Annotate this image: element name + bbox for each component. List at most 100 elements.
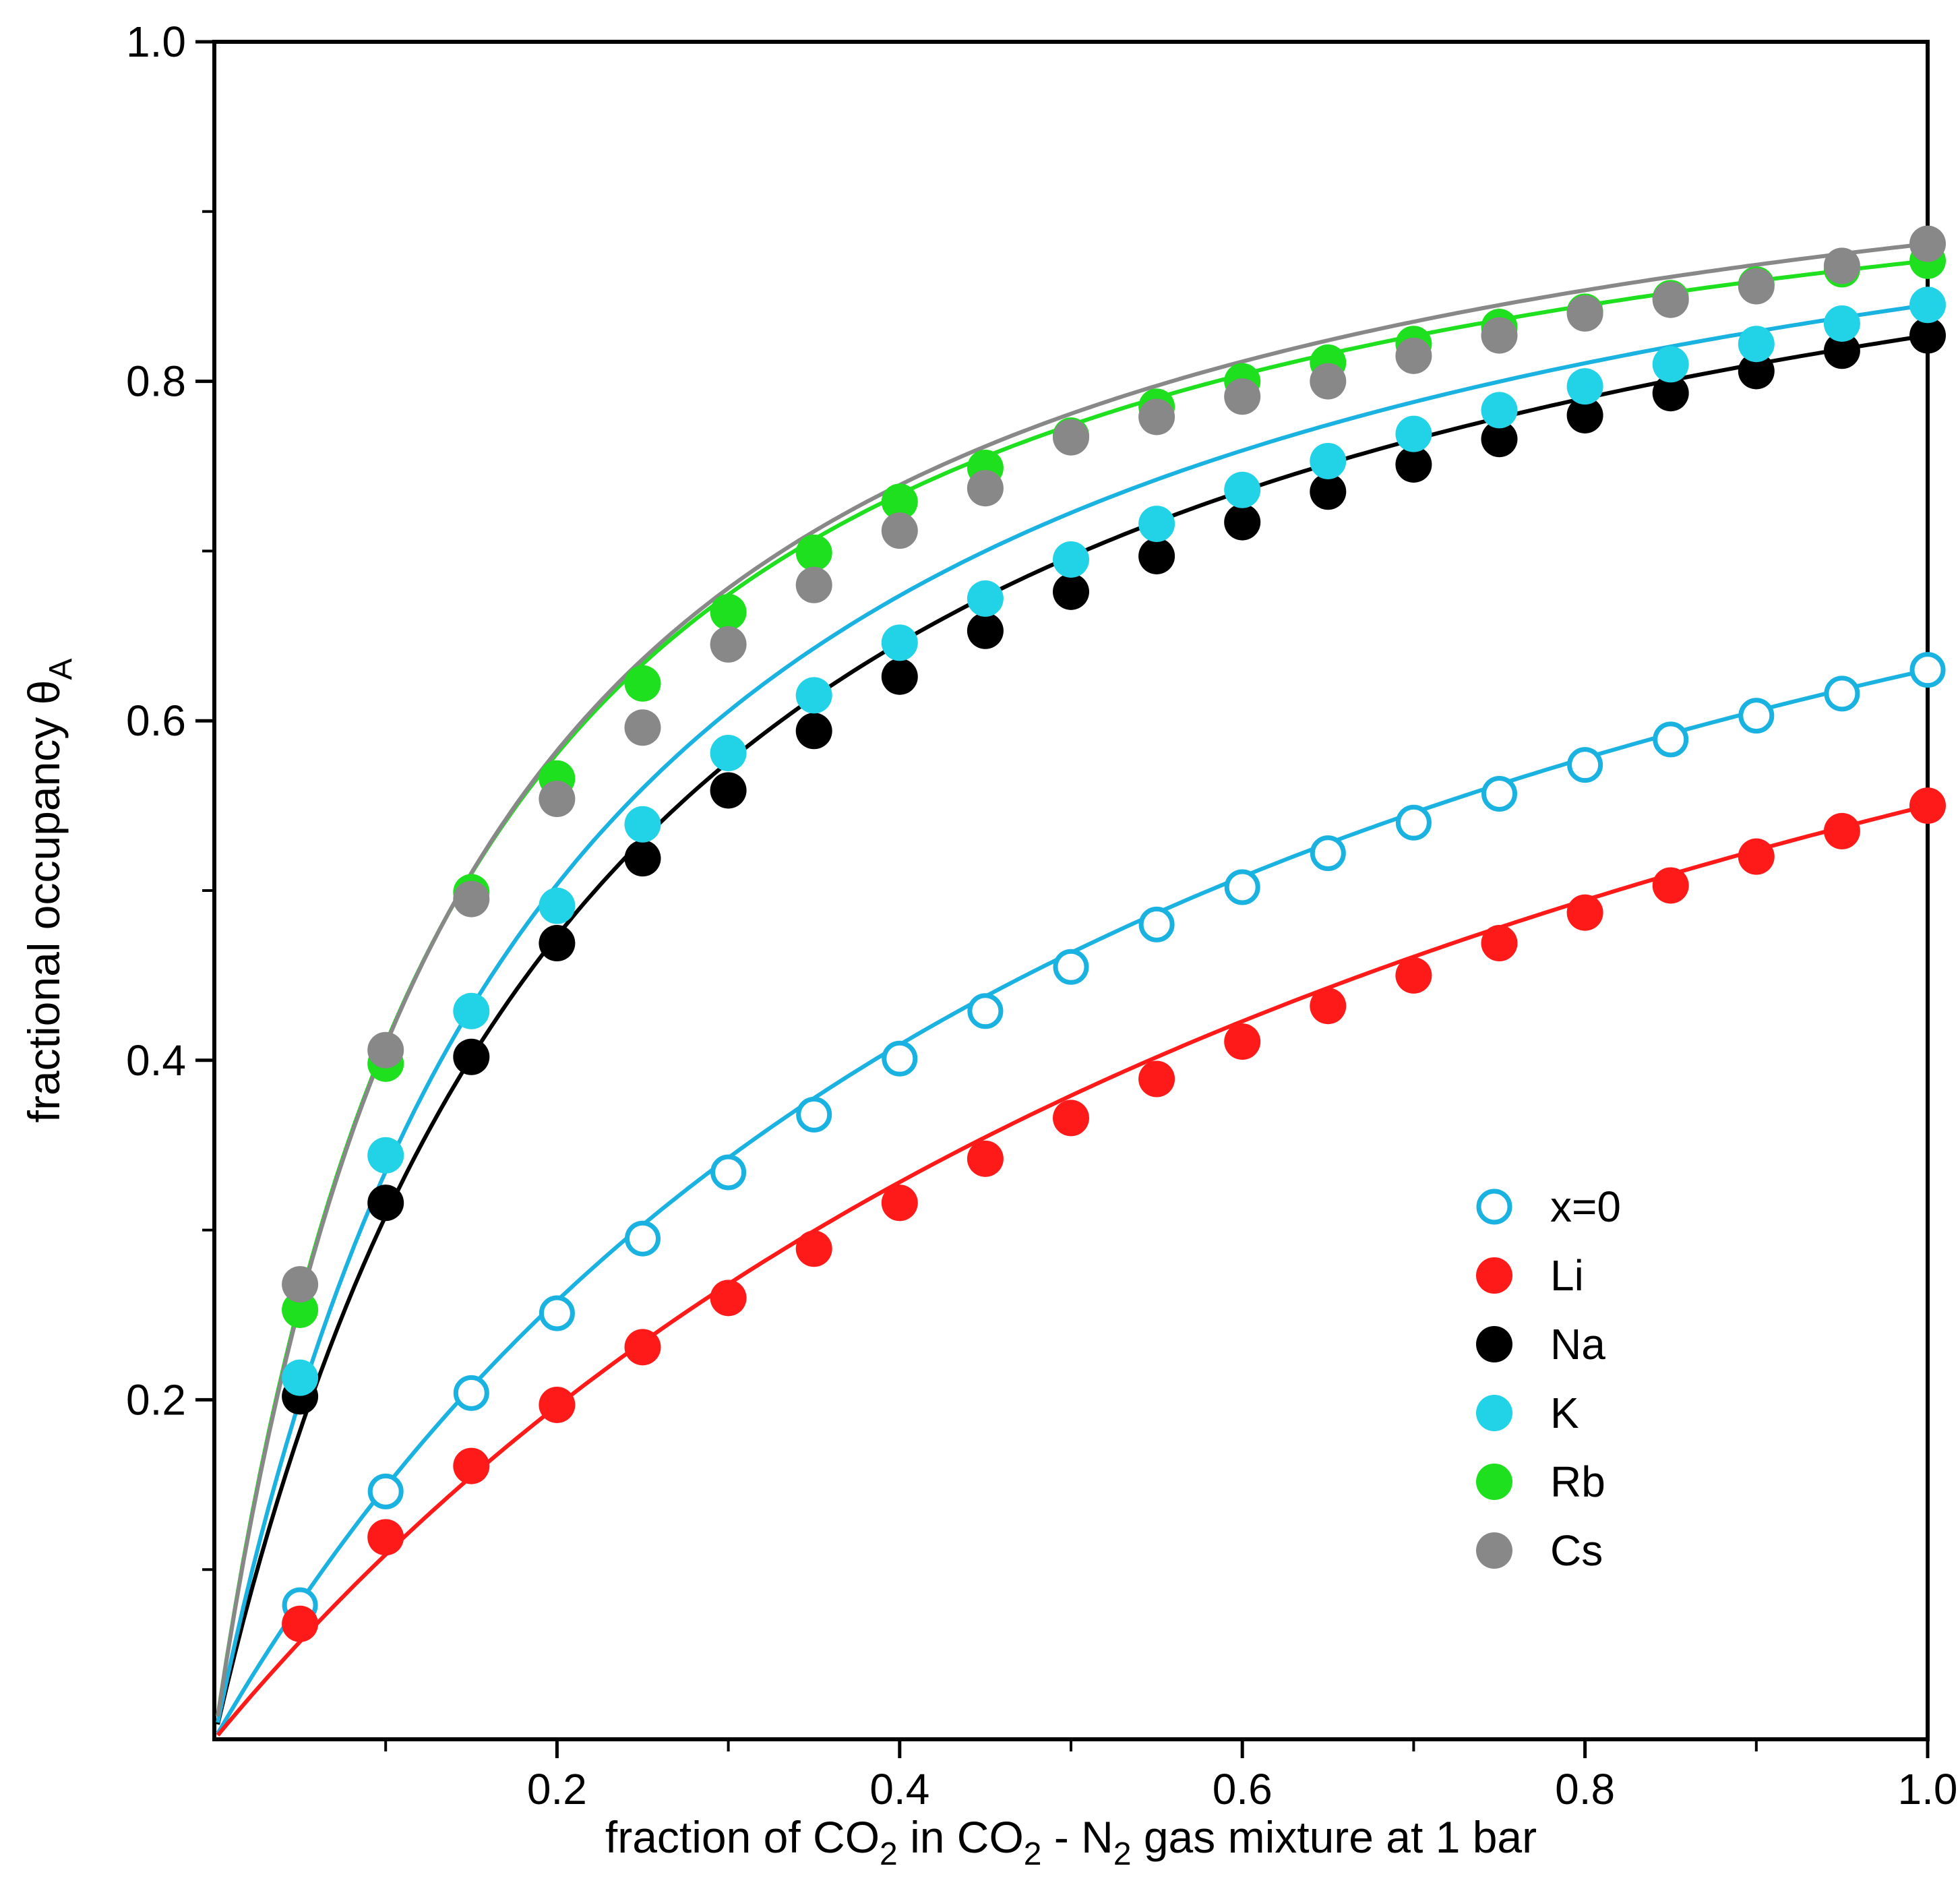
point-na [1310, 473, 1347, 510]
point-na [624, 840, 661, 877]
x-tick-label: 0.6 [1213, 1765, 1273, 1813]
point-k [1566, 368, 1603, 405]
point-x0 [453, 1375, 489, 1411]
point-rb [624, 665, 661, 702]
point-na [1481, 421, 1518, 458]
x-title-sub1: 2 [880, 1836, 898, 1872]
point-x0 [1653, 721, 1689, 758]
legend-marker-x0 [1476, 1189, 1512, 1225]
point-li [1053, 1100, 1089, 1137]
point-cs [282, 1266, 319, 1303]
point-li [1224, 1023, 1261, 1060]
point-cs [710, 626, 747, 663]
y-tick-label: 0.6 [126, 696, 186, 745]
point-li [367, 1519, 404, 1556]
point-cs [967, 470, 1004, 507]
point-na [1823, 332, 1860, 369]
point-k [881, 624, 918, 661]
point-k [1738, 326, 1775, 363]
point-li [1310, 988, 1347, 1025]
point-li [453, 1447, 490, 1484]
point-k [1481, 392, 1518, 429]
fit-curve-cs [216, 241, 1928, 1717]
point-x0 [367, 1473, 404, 1509]
point-li [1823, 812, 1860, 849]
point-cs [1053, 419, 1089, 456]
point-x0 [1138, 906, 1175, 942]
point-cs [1224, 378, 1261, 415]
axis-ticks: 0.2 0.4 0.6 0.8 1.0 0.2 0.4 0.6 0.8 1.0 [126, 18, 1957, 1813]
point-li [1138, 1060, 1175, 1098]
legend-label-li: Li [1550, 1251, 1584, 1300]
point-na [1566, 396, 1603, 433]
x-title-mid2: - N [1041, 1812, 1113, 1862]
point-na [710, 772, 747, 809]
point-k [1395, 415, 1432, 452]
point-x0 [710, 1154, 747, 1191]
point-cs [1738, 268, 1775, 305]
legend: x=0 Li Na K Rb Cs [1476, 1182, 1621, 1575]
legend-marker-k [1476, 1395, 1512, 1431]
y-tick-label: 0.8 [126, 357, 186, 406]
point-li [967, 1140, 1004, 1177]
x-title-sub3: 2 [1113, 1836, 1132, 1872]
point-x0 [796, 1096, 832, 1133]
point-na [967, 612, 1004, 649]
point-li [1395, 957, 1432, 994]
point-k [539, 887, 576, 924]
point-rb [282, 1291, 319, 1328]
point-li [282, 1605, 319, 1642]
x-title-suffix: gas mixture at 1 bar [1132, 1812, 1537, 1862]
point-na [1138, 537, 1175, 574]
y-title-sub: A [43, 659, 79, 680]
point-k [1310, 442, 1347, 479]
point-li [1566, 894, 1603, 931]
point-x0 [967, 993, 1004, 1029]
point-li [624, 1329, 661, 1366]
legend-label-cs: Cs [1550, 1526, 1603, 1575]
point-cs [1652, 281, 1689, 318]
point-na [795, 713, 832, 750]
point-x0 [1481, 775, 1517, 812]
point-x0 [625, 1220, 661, 1257]
point-k [1224, 471, 1261, 508]
point-x0 [1395, 804, 1432, 841]
point-cs [1566, 295, 1603, 332]
point-x0 [1053, 949, 1089, 985]
point-li [1652, 867, 1689, 904]
fit-curve-k [216, 303, 1928, 1723]
x-tick-label: 0.4 [869, 1765, 929, 1813]
point-na [881, 658, 918, 695]
data-points [282, 225, 1946, 1642]
point-cs [1138, 398, 1175, 435]
point-k [967, 580, 1004, 617]
point-k [710, 735, 747, 772]
point-rb [881, 483, 918, 520]
point-cs [1395, 337, 1432, 374]
legend-label-na: Na [1550, 1320, 1605, 1369]
point-x0 [539, 1295, 575, 1331]
x-title-mid1: in CO [898, 1812, 1024, 1862]
x-tick-label: 0.8 [1555, 1765, 1615, 1813]
point-cs [1310, 363, 1347, 400]
point-k [1053, 541, 1089, 578]
point-cs [1481, 317, 1518, 354]
point-na [367, 1184, 404, 1222]
point-k [795, 677, 832, 714]
point-cs [881, 512, 918, 549]
point-li [795, 1230, 832, 1267]
point-x0 [1909, 652, 1946, 688]
point-na [1652, 375, 1689, 412]
point-k [1138, 506, 1175, 543]
point-k [453, 992, 490, 1029]
point-k [1823, 305, 1860, 342]
point-k [1909, 287, 1946, 324]
point-na [1053, 573, 1089, 610]
point-x0 [1738, 698, 1775, 734]
point-cs [1823, 247, 1860, 284]
point-x0 [882, 1040, 918, 1077]
y-title-main: fractional occupancy θ [19, 680, 69, 1123]
point-x0 [1224, 869, 1260, 905]
legend-label-k: K [1550, 1389, 1579, 1437]
